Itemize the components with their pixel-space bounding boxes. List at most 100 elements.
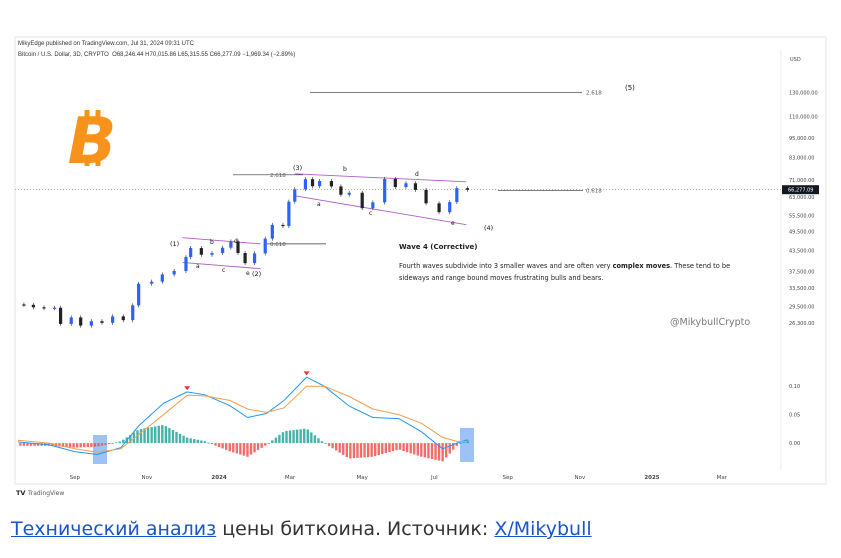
time-tick: Mar — [717, 475, 728, 481]
histogram-bar — [228, 443, 231, 452]
time-tick: May — [357, 475, 369, 481]
currency-label: USD — [790, 57, 801, 63]
price-tick: 37,500.00 — [789, 270, 814, 276]
indicator-axis: 0.10 0.05 0.00 — [789, 384, 800, 447]
histogram-bar — [136, 430, 139, 444]
signal-line — [17, 385, 468, 453]
candle — [53, 307, 57, 309]
last-price-badge — [782, 185, 819, 195]
channel-line — [294, 173, 467, 183]
histogram-bar — [207, 442, 210, 444]
histogram-bar — [72, 443, 75, 448]
candle — [310, 179, 315, 187]
price-tick: 55,500.00 — [789, 213, 814, 219]
time-axis: Sep Nov 2024 Mar May Jul Sep Nov 2025 Mar — [70, 475, 728, 481]
candle — [89, 321, 93, 326]
histogram-bar — [416, 443, 419, 456]
histogram-bar — [303, 428, 306, 444]
candle — [184, 257, 188, 271]
histogram-bar — [178, 433, 182, 444]
histogram-bar — [384, 443, 388, 454]
macd-histogram — [19, 425, 474, 464]
candle — [424, 189, 428, 204]
histogram-bar — [97, 443, 100, 447]
tradingview-logo-icon: TV — [16, 489, 25, 497]
candle — [160, 274, 164, 282]
histogram-bar — [93, 443, 97, 447]
histogram-bar — [349, 443, 352, 459]
wave-label: (4) — [484, 224, 493, 232]
histogram-bar — [405, 443, 409, 453]
histogram-bar — [217, 443, 221, 447]
candle — [189, 248, 193, 258]
histogram-bar — [203, 441, 207, 444]
price-tick: 71,000.00 — [789, 178, 814, 184]
histogram-bar — [278, 434, 281, 444]
candle — [360, 192, 364, 209]
histogram-bar — [299, 429, 302, 444]
wave-label: b — [210, 239, 214, 246]
indicator-tick: 0.05 — [789, 413, 800, 419]
histogram-bar — [22, 443, 26, 446]
candle — [318, 181, 322, 187]
candle — [100, 321, 104, 323]
histogram-bar — [139, 429, 143, 444]
fib-label: 0.618 — [586, 188, 602, 194]
histogram-bar — [388, 443, 391, 453]
symbol-line: Bitcoin / U.S. Dollar, 3D, CRYPTO O68,24… — [18, 52, 295, 58]
candle — [393, 178, 397, 188]
histogram-bar — [104, 443, 107, 445]
histogram-bar — [260, 443, 263, 448]
candle — [413, 183, 418, 190]
histogram-bar — [122, 439, 125, 444]
histogram-bar — [444, 443, 448, 458]
fib-label: 2.618 — [586, 91, 602, 97]
histogram-bar — [65, 443, 68, 448]
histogram-bar — [168, 428, 171, 444]
histogram-bar — [271, 440, 274, 444]
histogram-bar — [175, 431, 178, 444]
ohlc-values: O68,246.44 H70,015.86 L65,315.55 C66,277… — [112, 52, 296, 58]
candle — [383, 178, 387, 203]
histogram-bar — [338, 443, 341, 453]
candle — [236, 241, 240, 254]
histogram-bar — [391, 443, 395, 452]
histogram-bar — [320, 441, 324, 444]
wave-label: a — [196, 263, 200, 270]
histogram-bar — [221, 443, 224, 449]
price-tick: 26,300.00 — [789, 321, 814, 327]
histogram-bar — [51, 443, 54, 447]
wave-labels: (5) (3) (1) (2) (4) a c e b d a b c d e — [170, 84, 635, 278]
histogram-bar — [150, 427, 153, 444]
candle — [263, 238, 267, 254]
time-tick: 2024 — [211, 475, 226, 481]
peak-marker-icon — [303, 371, 310, 376]
source-link[interactable]: X/Mikybull — [494, 518, 592, 540]
price-tick: 110,000.00 — [789, 115, 818, 121]
histogram-bar — [68, 443, 72, 448]
price-tick: 63,000.00 — [789, 195, 814, 201]
tech-analysis-link[interactable]: Технический анализ — [11, 518, 217, 540]
candles — [22, 176, 470, 328]
histogram-bar — [29, 443, 33, 446]
fib-label: 0.618 — [270, 242, 286, 248]
candle — [293, 189, 297, 202]
candle — [448, 202, 452, 213]
histogram-bar — [90, 443, 93, 447]
candle — [303, 179, 308, 190]
price-tick: 49,500.00 — [789, 230, 814, 236]
histogram-bar — [143, 428, 146, 444]
histogram-bar — [129, 434, 132, 444]
candle — [137, 283, 141, 306]
histogram-bar — [334, 443, 338, 451]
candle — [221, 247, 225, 254]
candle — [252, 253, 257, 264]
indicator-tick: 0.10 — [789, 384, 800, 390]
wave-label: e — [451, 220, 455, 227]
candle — [111, 316, 115, 323]
watermark: @MikybullCrypto — [670, 317, 750, 328]
candle — [121, 316, 125, 321]
histogram-bar — [437, 443, 441, 461]
wave-label: b — [343, 166, 347, 173]
